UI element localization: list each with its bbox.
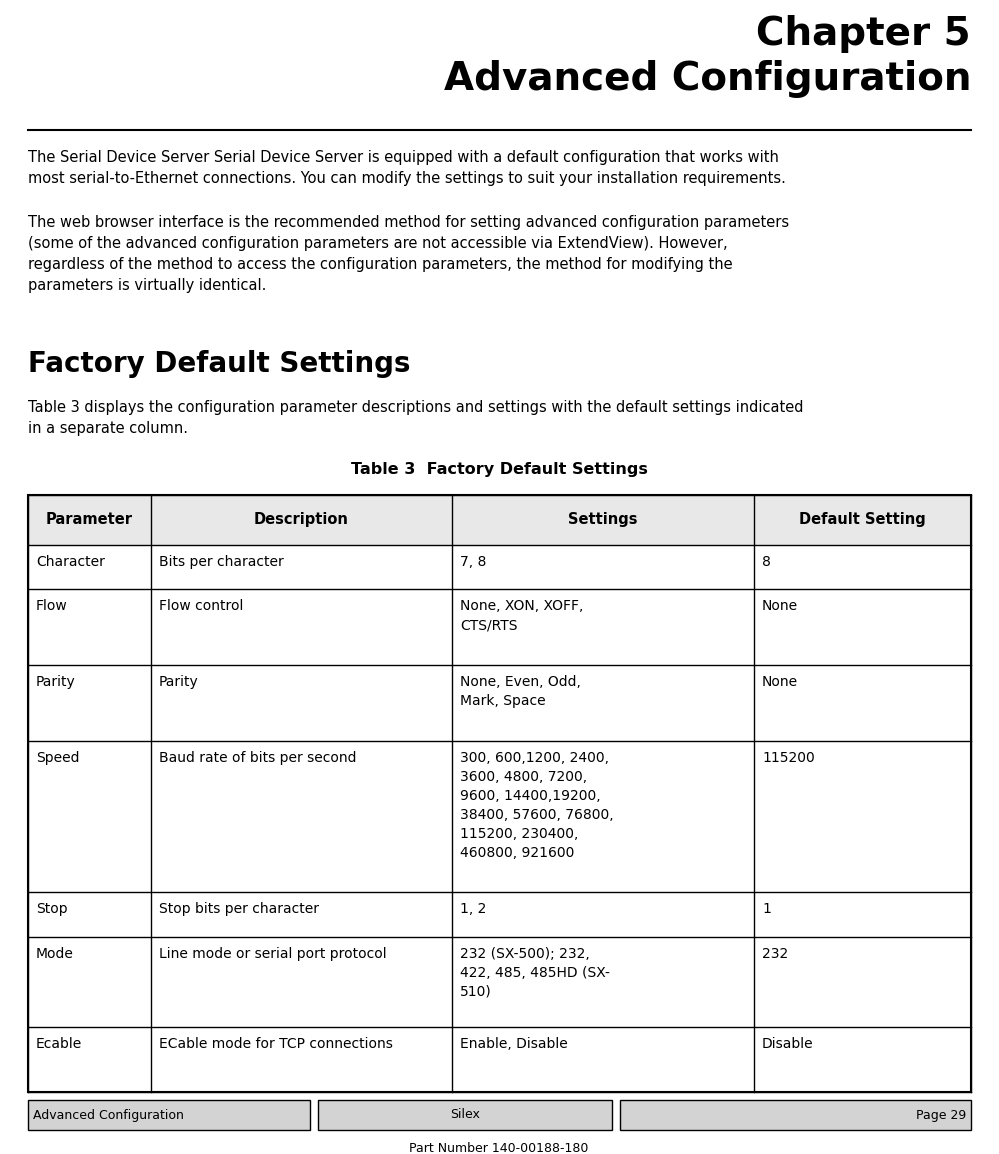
Text: 300, 600,1200, 2400,
3600, 4800, 7200,
9600, 14400,19200,
38400, 57600, 76800,
1: 300, 600,1200, 2400, 3600, 4800, 7200, 9…	[461, 751, 614, 860]
Text: Enable, Disable: Enable, Disable	[461, 1036, 568, 1050]
Text: 1, 2: 1, 2	[461, 902, 487, 916]
Bar	[620, 1100, 971, 1130]
Text: None: None	[762, 675, 798, 689]
Text: 7, 8: 7, 8	[461, 555, 487, 569]
Text: Table 3  Factory Default Settings: Table 3 Factory Default Settings	[351, 462, 647, 477]
Text: Speed: Speed	[36, 751, 80, 765]
Text: 232 (SX-500); 232,
422, 485, 485HD (SX-
510): 232 (SX-500); 232, 422, 485, 485HD (SX- …	[461, 947, 610, 999]
Text: None, XON, XOFF,
CTS/RTS: None, XON, XOFF, CTS/RTS	[461, 599, 583, 632]
Text: 232: 232	[762, 947, 788, 961]
Text: Parity: Parity	[159, 675, 199, 689]
Bar	[28, 495, 971, 1092]
Text: 115200: 115200	[762, 751, 815, 765]
Text: Stop: Stop	[36, 902, 68, 916]
Text: The web browser interface is the recommended method for setting advanced configu: The web browser interface is the recomme…	[28, 215, 789, 293]
Bar	[28, 495, 971, 545]
Text: Ecable: Ecable	[36, 1036, 82, 1050]
Text: ECable mode for TCP connections: ECable mode for TCP connections	[159, 1036, 393, 1050]
Text: Flow: Flow	[36, 599, 68, 613]
Text: Baud rate of bits per second: Baud rate of bits per second	[159, 751, 356, 765]
Text: Advanced Configuration: Advanced Configuration	[33, 1109, 184, 1122]
Text: Chapter 5: Chapter 5	[756, 15, 971, 53]
Text: 1: 1	[762, 902, 771, 916]
Text: Bits per character: Bits per character	[159, 555, 284, 569]
Text: Disable: Disable	[762, 1036, 814, 1050]
Text: None: None	[762, 599, 798, 613]
Text: Page 29: Page 29	[916, 1109, 966, 1122]
Text: Table 3 displays the configuration parameter descriptions and settings with the : Table 3 displays the configuration param…	[28, 400, 803, 436]
Text: Silex: Silex	[451, 1109, 480, 1122]
Text: None, Even, Odd,
Mark, Space: None, Even, Odd, Mark, Space	[461, 675, 581, 709]
Text: Factory Default Settings: Factory Default Settings	[28, 350, 411, 379]
Text: Part Number 140-00188-180: Part Number 140-00188-180	[410, 1141, 588, 1154]
Text: Parity: Parity	[36, 675, 76, 689]
Text: The Serial Device Server Serial Device Server is equipped with a default configu: The Serial Device Server Serial Device S…	[28, 150, 786, 186]
Text: Advanced Configuration: Advanced Configuration	[444, 60, 971, 98]
Text: Stop bits per character: Stop bits per character	[159, 902, 319, 916]
Bar	[318, 1100, 612, 1130]
Text: Character: Character	[36, 555, 105, 569]
Text: Line mode or serial port protocol: Line mode or serial port protocol	[159, 947, 387, 961]
Text: Parameter: Parameter	[46, 512, 133, 527]
Text: Mode: Mode	[36, 947, 74, 961]
Text: Default Setting: Default Setting	[799, 512, 926, 527]
Bar	[28, 1100, 310, 1130]
Text: Settings: Settings	[568, 512, 638, 527]
Text: Description: Description	[254, 512, 349, 527]
Text: 8: 8	[762, 555, 771, 569]
Text: Flow control: Flow control	[159, 599, 243, 613]
